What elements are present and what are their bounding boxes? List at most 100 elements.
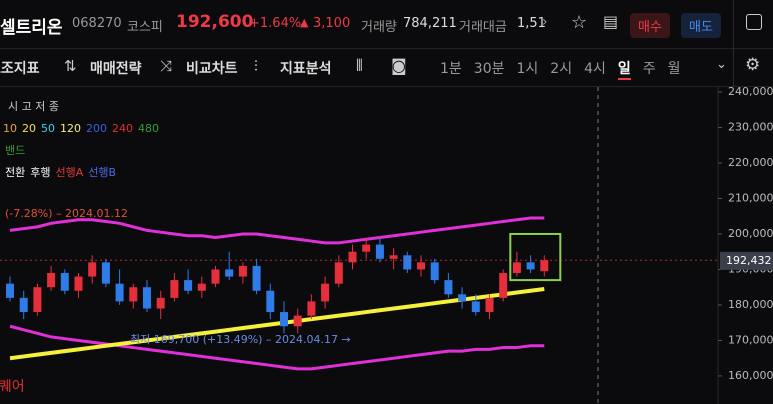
- candle-body: [238, 265, 247, 277]
- candle-body: [444, 280, 453, 295]
- candle-body: [512, 262, 521, 274]
- ma-label: 200: [86, 122, 107, 135]
- stock-name[interactable]: 셀트리온: [0, 18, 63, 38]
- last-candle-highlight: [509, 232, 562, 282]
- stock-code: 068270: [72, 16, 122, 31]
- interval-dropdown[interactable]: ⌄: [716, 57, 727, 72]
- candle-body: [266, 290, 275, 313]
- legend-ohlc: 시 고 저 종: [8, 100, 59, 113]
- favorite-icon[interactable]: ☆: [571, 12, 588, 33]
- candle-body: [458, 294, 467, 302]
- indicator-line: [9, 287, 545, 361]
- candle-body: [197, 283, 206, 291]
- candle-body: [143, 287, 151, 309]
- change-pct: +1.64%: [249, 16, 302, 31]
- interval[interactable]: 월: [667, 61, 681, 77]
- candle-icon[interactable]: ⫴: [356, 56, 363, 75]
- memo-icon[interactable]: ▤: [603, 12, 619, 31]
- candle-body: [88, 262, 97, 277]
- ma-label: 240: [112, 122, 133, 135]
- candle-body: [307, 301, 316, 316]
- candle-body: [74, 276, 83, 291]
- candle-body: [19, 297, 28, 313]
- volume: 784,211: [403, 16, 457, 31]
- more-arrow[interactable]: ›: [542, 14, 548, 30]
- candle-body: [184, 280, 193, 291]
- buy-button[interactable]: 매수: [630, 13, 670, 38]
- tool[interactable]: 매매전략: [90, 61, 142, 77]
- candle-body: [375, 244, 384, 259]
- candle-body: [225, 269, 234, 277]
- tool-icon: ⫶: [254, 57, 258, 75]
- change: 3,100: [313, 16, 351, 31]
- candle-body: [170, 280, 179, 298]
- candle-body: [60, 273, 69, 291]
- candle-body: [33, 287, 42, 313]
- legend-ma: 10 20 50 120 200 240 480: [0, 118, 159, 140]
- settings-icon[interactable]: ⚙: [745, 55, 761, 75]
- tool[interactable]: 지표분석: [280, 61, 332, 77]
- tool[interactable]: 보조지표: [0, 61, 40, 77]
- amount: 1,51: [517, 16, 546, 31]
- candle-body: [156, 297, 165, 309]
- interval[interactable]: 2시: [550, 61, 573, 77]
- ma-label: 20: [22, 122, 36, 135]
- up-arrow: ▲: [300, 16, 309, 29]
- candle-body: [101, 262, 110, 284]
- candle-body: [334, 262, 343, 284]
- chart: 240,000230,000220,000210,000200,000190,0…: [0, 87, 773, 404]
- ichimoku-label: 후행: [30, 166, 51, 179]
- legend-band: 밴드: [5, 144, 26, 157]
- interval-group: 1분 30분 1시 2시 4시 일 주 월: [440, 58, 681, 80]
- ma-label: 120: [60, 122, 81, 135]
- candle-body: [211, 269, 220, 284]
- y-tick-label: 230,000: [728, 120, 773, 133]
- candle-body: [321, 283, 330, 302]
- candle-body: [430, 262, 439, 281]
- y-tick-label: 180,000: [728, 298, 773, 311]
- ichimoku-label: 전환: [5, 166, 26, 179]
- divider: [733, 48, 734, 86]
- header: 셀트리온 068270 코스피 192,600 +1.64% ▲ 3,100 거…: [0, 0, 773, 49]
- interval[interactable]: 4시: [584, 61, 606, 77]
- square-label: 스퀘어: [0, 379, 25, 395]
- interval[interactable]: 주: [642, 61, 656, 77]
- candle-body: [499, 273, 508, 298]
- y-tick-label: 160,000: [728, 369, 773, 382]
- candle-body: [403, 255, 412, 270]
- interval[interactable]: 30분: [473, 61, 505, 77]
- indicator-line: [9, 324, 545, 371]
- ma-label: 10: [3, 122, 17, 135]
- camera-icon[interactable]: ◙: [391, 56, 407, 75]
- candle-body: [540, 260, 549, 272]
- candle-body: [280, 312, 288, 327]
- panel-icon[interactable]: [746, 14, 762, 30]
- low-annotation: 최저 169,700 (+13.49%) – 2024.04.17 →: [130, 333, 351, 346]
- ma-label: 50: [41, 122, 55, 135]
- candle-body: [417, 262, 425, 270]
- candle-body: [115, 283, 124, 302]
- price: 192,600: [176, 12, 254, 32]
- high-annotation: (-7.28%) – 2024.01.12: [5, 207, 128, 220]
- interval[interactable]: 1분: [440, 61, 462, 77]
- divider: [733, 0, 734, 48]
- current-price-label: 192,432: [726, 254, 772, 267]
- candle-body: [348, 251, 357, 263]
- y-tick-label: 170,000: [728, 333, 773, 346]
- interval[interactable]: 일: [617, 58, 631, 80]
- legend: 시 고 저 종 10 20 50 120 200 240 480 밴드 전환 후행 선행A 선행B: [0, 96, 159, 184]
- volume-label: 거래량: [361, 20, 397, 35]
- toolbar: 보조지표 ⇅ 매매전략 ⤨ 비교차트 ⫶ 지표분석 ⫴ ◙ 1분 30분 1시 2시 4…: [0, 48, 773, 87]
- ichimoku-label: 선행A: [55, 166, 84, 179]
- candle-body: [526, 262, 535, 270]
- current-price-box: [720, 251, 773, 270]
- y-tick-label: 200,000: [728, 227, 773, 240]
- interval[interactable]: 1시: [516, 61, 539, 77]
- indicator-line: [9, 216, 545, 245]
- tool[interactable]: 비교차트: [186, 61, 238, 77]
- candle-body: [252, 265, 261, 291]
- y-tick-label: 240,000: [728, 87, 773, 98]
- sell-button[interactable]: 매도: [681, 13, 721, 38]
- candle-body: [485, 297, 494, 313]
